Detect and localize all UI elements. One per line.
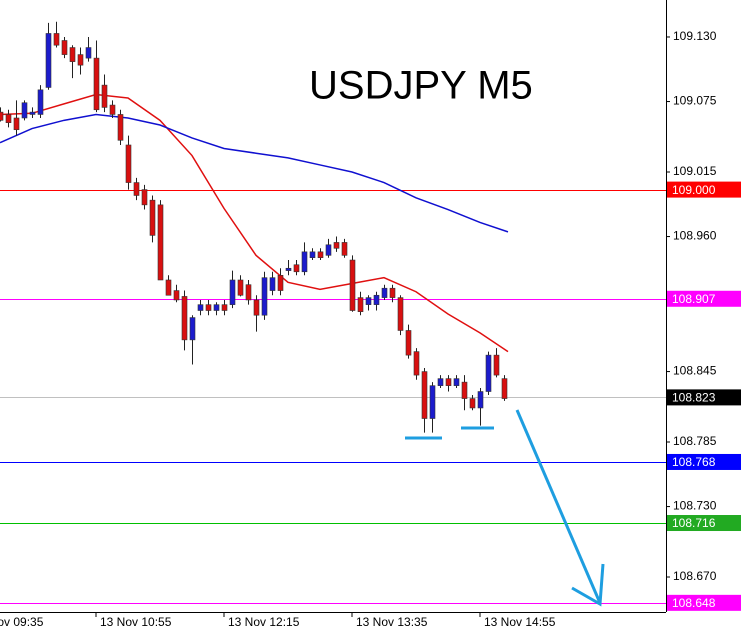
y-tick-label: 108.845 [673, 364, 717, 378]
candle-body [381, 287, 388, 298]
candle-body [45, 33, 52, 88]
candle-body [29, 111, 36, 115]
level-label: 108.648 [672, 596, 716, 610]
candle-body [77, 54, 84, 66]
level-label-box [667, 290, 741, 307]
candle-body [61, 40, 68, 55]
candle-body [397, 297, 404, 331]
x-tick-label: 13 Nov 13:35 [356, 615, 428, 629]
candle-body [341, 242, 348, 256]
candle-body [485, 354, 492, 392]
candle-body [173, 290, 180, 301]
y-tick-label: 108.785 [673, 434, 717, 448]
candle-body [165, 279, 172, 296]
level-label-box [667, 515, 741, 532]
candle-body [293, 264, 300, 273]
y-tick-label: 108.960 [673, 229, 717, 243]
x-tick-label: 13 Nov 10:55 [100, 615, 172, 629]
level-label-box [667, 594, 741, 611]
candle-body [189, 317, 196, 341]
x-tick-label: 13 Nov 12:15 [228, 615, 300, 629]
y-tick-label: 108.670 [673, 569, 717, 583]
candle-body [181, 296, 188, 341]
candle-body [285, 267, 292, 271]
candle-body [37, 89, 44, 115]
x-tick-label: 13 Nov 14:55 [484, 615, 556, 629]
candle-body [21, 102, 28, 119]
candle-body [133, 182, 140, 196]
candle-body [365, 297, 372, 305]
candle-body [229, 279, 236, 305]
level-label: 109.000 [672, 183, 716, 197]
moving-average-line [0, 113, 509, 233]
candle-body [469, 398, 476, 409]
candle-body [261, 277, 268, 316]
candle-body [445, 378, 452, 386]
candle-body [429, 385, 436, 419]
candle-body [405, 330, 412, 356]
candle-body [333, 242, 340, 249]
candle-body [373, 294, 380, 305]
candle-body [205, 304, 212, 311]
candle-body [461, 381, 468, 399]
candle-body [197, 304, 204, 311]
candle-body [501, 378, 508, 399]
candle-body [69, 47, 76, 62]
candle-body [269, 277, 276, 291]
candle-body [325, 244, 332, 256]
candle-body [125, 144, 132, 183]
candle-body [349, 259, 356, 311]
arrow-head [571, 563, 605, 607]
candle-body [5, 114, 12, 123]
candle-body [357, 297, 364, 312]
candle-body [317, 251, 324, 258]
level-label: 108.823 [672, 391, 716, 405]
candle-body [301, 251, 308, 273]
candle-body [221, 304, 228, 311]
level-label: 108.716 [672, 516, 716, 530]
candle-body [157, 204, 164, 281]
candle-body [117, 114, 124, 141]
y-tick-label: 109.075 [673, 94, 717, 108]
moving-average-line [0, 93, 509, 353]
arrow-shaft [515, 409, 602, 604]
level-label: 108.768 [672, 455, 716, 469]
y-tick-label: 109.130 [673, 29, 717, 43]
candle-body [389, 287, 396, 298]
level-label-box [667, 181, 741, 198]
candle-body [277, 275, 284, 291]
candle-body [93, 57, 100, 111]
candle-body [0, 111, 4, 121]
candle-body [213, 304, 220, 311]
level-label: 108.907 [672, 292, 716, 306]
candle-body [437, 378, 444, 386]
candle-body [245, 284, 252, 301]
candle-body [109, 104, 116, 115]
candle-body [237, 279, 244, 296]
candle-body [413, 351, 420, 376]
candle-body [453, 378, 460, 386]
candle-body [309, 251, 316, 258]
candle-body [101, 84, 108, 108]
level-label-box [667, 389, 741, 406]
candle-body [149, 199, 156, 236]
chart-title: USDJPY M5 [309, 64, 533, 108]
candle-body [85, 47, 92, 59]
candle-body [13, 117, 20, 131]
candle-body [253, 299, 260, 316]
candle-body [493, 354, 500, 376]
candle-body [477, 391, 484, 409]
candle-body [53, 33, 60, 46]
y-tick-label: 109.015 [673, 164, 717, 178]
candle-body [141, 189, 148, 206]
y-tick-label: 108.730 [673, 499, 717, 513]
level-label-box [667, 453, 741, 470]
x-tick-label: 13 Nov 09:35 [0, 615, 44, 629]
candle-body [421, 371, 428, 419]
